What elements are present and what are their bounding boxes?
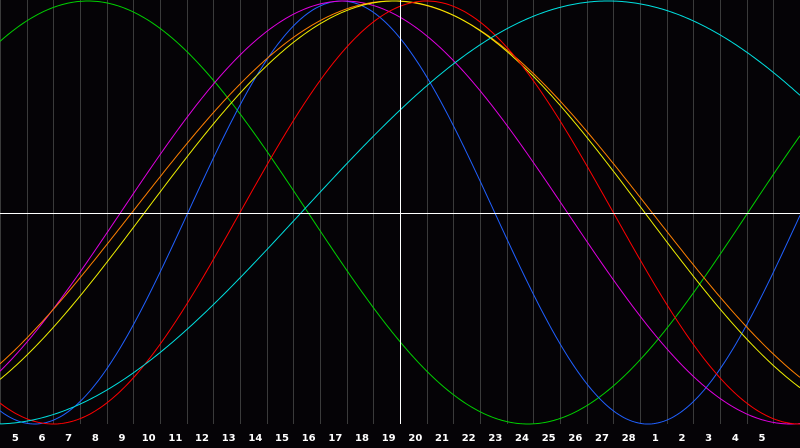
x-tick-label: 13 bbox=[222, 433, 236, 444]
x-tick-label: 25 bbox=[542, 433, 556, 444]
x-tick-label: 26 bbox=[568, 433, 582, 444]
x-tick-label: 17 bbox=[328, 433, 342, 444]
x-tick-label: 3 bbox=[705, 433, 712, 444]
x-tick-label: 12 bbox=[195, 433, 209, 444]
x-tick-label: 16 bbox=[302, 433, 316, 444]
x-tick-label: 6 bbox=[39, 433, 46, 444]
x-axis-tick-labels: 5 6 7 8 9 10 11 12 13 14 15 16 17 18 19 20 21 22 23 24 25 26 2… bbox=[12, 433, 766, 444]
x-tick-label: 5 bbox=[759, 433, 766, 444]
x-tick-label: 4 bbox=[732, 433, 739, 444]
x-tick-label: 2 bbox=[679, 433, 686, 444]
x-tick-label: 21 bbox=[435, 433, 449, 444]
x-tick-label: 14 bbox=[248, 433, 262, 444]
x-tick-label: 22 bbox=[462, 433, 476, 444]
x-tick-label: 20 bbox=[408, 433, 422, 444]
crosshair bbox=[0, 0, 800, 424]
x-tick-label: 1 bbox=[652, 433, 659, 444]
x-tick-label: 10 bbox=[142, 433, 156, 444]
x-tick-label: 7 bbox=[65, 433, 72, 444]
x-tick-label: 24 bbox=[515, 433, 529, 444]
x-tick-label: 8 bbox=[92, 433, 99, 444]
x-tick-label: 19 bbox=[382, 433, 396, 444]
x-tick-label: 23 bbox=[488, 433, 502, 444]
x-tick-label: 15 bbox=[275, 433, 289, 444]
x-tick-label: 27 bbox=[595, 433, 609, 444]
x-tick-label: 5 bbox=[12, 433, 19, 444]
x-tick-label: 28 bbox=[622, 433, 636, 444]
grid-lines bbox=[0, 0, 774, 424]
x-tick-label: 9 bbox=[119, 433, 126, 444]
x-tick-label: 11 bbox=[168, 433, 182, 444]
x-tick-label: 18 bbox=[355, 433, 369, 444]
